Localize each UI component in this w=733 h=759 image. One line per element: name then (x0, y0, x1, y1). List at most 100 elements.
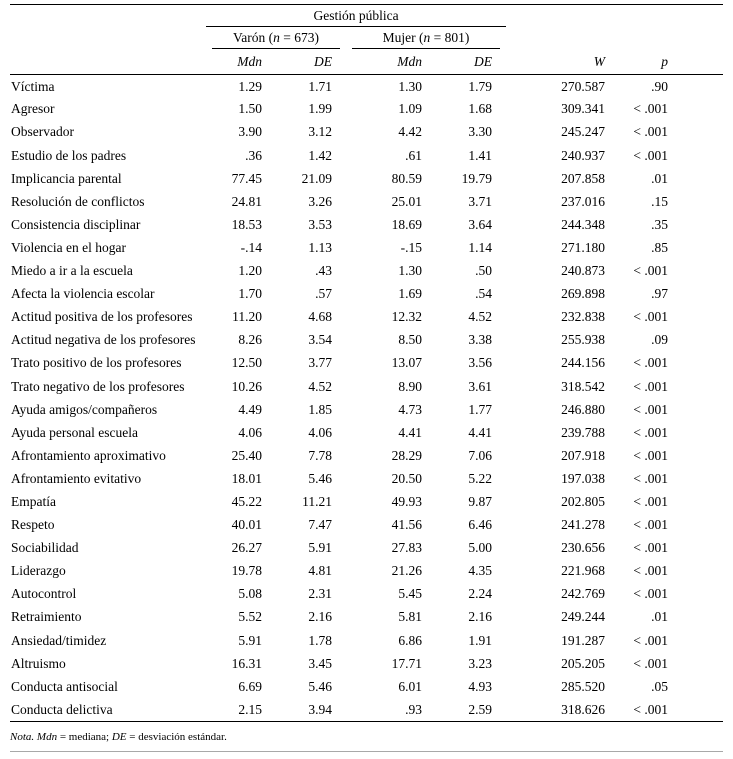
cell-value: 8.50 (398, 332, 422, 348)
cell-value: 4.52 (308, 378, 332, 394)
cell-value: 4.81 (308, 563, 332, 579)
cell-value: < .001 (633, 401, 669, 417)
cell-value: -.14 (240, 239, 262, 255)
note-mdn-def: = mediana; (59, 730, 110, 743)
cell-value: 3.61 (468, 378, 493, 394)
row-label: Altruismo (11, 655, 66, 671)
spanner-row: Gestión pública (10, 4, 723, 27)
cell-value: .57 (315, 286, 332, 302)
cell-value: 246.880 (561, 401, 606, 417)
row-label: Estudio de los padres (11, 147, 127, 163)
cell-value: 41.56 (391, 517, 422, 533)
table-body: Víctima 1.29 1.71 1.30 1.79 270.587 .90 Agresor… (10, 75, 724, 722)
group-header-row: Varón (n = 673) Mujer (n = 801) (10, 27, 723, 49)
row-label: Conducta delictiva (10, 698, 206, 722)
cell-value: 255.938 (561, 332, 606, 348)
cell-value: 207.918 (561, 447, 606, 463)
column-header-p: p (627, 48, 724, 75)
cell-value: 4.35 (468, 563, 493, 579)
spanner-spacer (10, 5, 206, 27)
cell-value: 4.49 (238, 401, 262, 417)
row-label: Retraimiento (11, 609, 82, 625)
table-row: Observador 3.90 3.12 4.42 3.30 245.247 < .001 (10, 121, 723, 144)
row-label: Afrontamiento evitativo (11, 470, 142, 486)
cell-value: 80.59 (391, 170, 422, 186)
cell-value: 207.858 (561, 170, 606, 186)
cell-value: 21.09 (301, 170, 332, 186)
cell-value: .01 (651, 609, 669, 625)
cell-value: 5.46 (308, 470, 332, 486)
cell-value: 245.247 (561, 124, 606, 140)
cell-value: < .001 (633, 263, 669, 279)
table-row: Ayuda personal escuela 4.06 4.06 4.41 4.41 23… (10, 421, 723, 444)
cell-value: 318.626 (506, 698, 628, 722)
cell-value: 6.86 (398, 632, 422, 648)
cell-value: 5.08 (238, 586, 262, 602)
cell-value: 4.73 (398, 401, 422, 417)
cell-value: 309.341 (561, 101, 606, 117)
cell-value: 5.91 (238, 632, 262, 648)
cell-value: 20.50 (391, 470, 422, 486)
cell-value: 25.40 (231, 447, 262, 463)
cell-value: .01 (651, 170, 669, 186)
group-header-varon: Varón (n = 673) (206, 27, 346, 49)
cell-value: 244.156 (561, 355, 606, 371)
column-header-row: Mdn DE Mdn DE W p (10, 48, 724, 75)
spanner-spacer-right (506, 5, 723, 27)
cell-value: 3.64 (468, 216, 493, 232)
cell-value: .15 (651, 193, 669, 209)
cell-value: 1.69 (398, 286, 422, 302)
cell-value: 8.90 (398, 378, 422, 394)
table-row: Afrontamiento evitativo 18.01 5.46 20.50 5.2… (10, 467, 723, 490)
row-label: Sociabilidad (11, 540, 79, 556)
note-de-def: = desviación estándar. (129, 730, 227, 743)
cell-value: 5.81 (398, 609, 422, 625)
table-row: Resolución de conflictos 24.81 3.26 25.01 3.… (10, 190, 723, 213)
row-label: Víctima (11, 78, 55, 94)
cell-value: 5.52 (238, 609, 262, 625)
column-header-mdn-varon: Mdn (206, 48, 276, 75)
table-row: Trato negativo de los profesores 10.26 4.5… (10, 375, 723, 398)
cell-value: 1.30 (398, 78, 422, 94)
cell-value: 241.278 (561, 517, 606, 533)
cell-value: 5.00 (468, 540, 493, 556)
cell-value: 3.90 (238, 124, 262, 140)
cell-value: 1.85 (308, 401, 332, 417)
cell-value: .54 (475, 286, 493, 302)
row-label: Violencia en el hogar (11, 239, 127, 255)
column-header-mdn-mujer: Mdn (346, 48, 436, 75)
cell-value: 5.22 (468, 470, 493, 486)
table-row: Actitud positiva de los profesores 11.20 4… (10, 305, 723, 328)
results-table: Gestión pública Varón (n = 673) Mujer (n… (10, 4, 724, 722)
cell-value: 4.41 (398, 424, 422, 440)
cell-value: 11.21 (302, 493, 332, 509)
row-label: Observador (11, 124, 74, 140)
cell-value: .61 (405, 147, 422, 163)
table-row: Retraimiento 5.52 2.16 5.81 2.16 249.244 .01 (10, 606, 723, 629)
cell-value: .90 (651, 78, 669, 94)
table-row: Implicancia parental 77.45 21.09 80.59 19.79… (10, 167, 723, 190)
cell-value: 7.78 (308, 447, 332, 463)
cell-value: < .001 (633, 309, 669, 325)
cell-value: .43 (315, 263, 332, 279)
bottom-rule (10, 750, 723, 752)
cell-value: -.15 (400, 239, 422, 255)
table-row: Agresor 1.50 1.99 1.09 1.68 309.341 < .001 (10, 98, 723, 121)
table-row: Estudio de los padres .36 1.42 .61 1.41 240.9… (10, 144, 723, 167)
row-label: Actitud positiva de los profesores (11, 309, 193, 325)
row-label: Afrontamiento aproximativo (11, 447, 166, 463)
cell-value: 1.30 (398, 263, 422, 279)
cell-value: 3.30 (468, 124, 493, 140)
cell-value: < .001 (633, 447, 669, 463)
cell-value: 11.20 (232, 309, 262, 325)
row-label: Actitud negativa de los profesores (11, 332, 196, 348)
row-label: Consistencia disciplinar (11, 216, 141, 232)
row-label: Conducta antisocial (11, 678, 118, 694)
cell-value: < .001 (633, 540, 669, 556)
cell-value: 1.29 (238, 78, 262, 94)
cell-value: 16.31 (231, 655, 262, 671)
cell-value: 242.769 (561, 586, 606, 602)
cell-value: < .001 (633, 470, 669, 486)
note-mdn: Mdn (36, 730, 58, 743)
